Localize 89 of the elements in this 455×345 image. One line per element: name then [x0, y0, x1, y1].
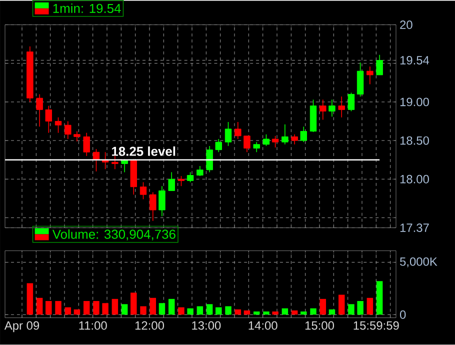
bar [178, 307, 184, 315]
x-tick-label: 12:00 [135, 321, 164, 330]
bar [206, 304, 213, 315]
candlestick [376, 54, 383, 76]
candlestick [338, 96, 345, 118]
bar [168, 299, 175, 315]
chart-title: Volume: 330,904,736 [52, 229, 176, 240]
bar [282, 308, 288, 315]
y-tick-label: 19.00 [400, 98, 429, 106]
bar [253, 312, 260, 315]
bar [300, 312, 307, 315]
x-tick-label: Apr 09 [4, 321, 40, 332]
bar [93, 301, 100, 315]
candlestick [272, 136, 279, 148]
x-tick-label: 15:00 [305, 321, 334, 330]
bar [55, 301, 62, 315]
bar [310, 308, 316, 315]
bar [234, 310, 242, 315]
y-tick-label: 20 [400, 20, 412, 30]
bar [338, 294, 345, 315]
bar [26, 283, 34, 315]
bar [196, 306, 204, 315]
bar [357, 301, 364, 315]
candlestick [234, 122, 242, 140]
bar [74, 310, 80, 315]
bar [102, 303, 108, 315]
bar [83, 301, 90, 315]
candlestick [112, 156, 118, 170]
candlestick [196, 166, 204, 177]
y-tick-label: 18.50 [400, 136, 429, 145]
candlestick [64, 120, 72, 140]
bar [328, 310, 336, 315]
candlestick [83, 132, 90, 156]
candlestick [224, 122, 232, 146]
ref-line-label: 18.25 level [112, 146, 176, 156]
candlestick [45, 106, 52, 134]
x-tick-label: 11:00 [79, 321, 107, 330]
y-tick-label: 17.37 [400, 224, 429, 232]
chart-title: 1min: 19.54 [53, 4, 121, 14]
bar [150, 298, 156, 315]
bar [64, 307, 72, 315]
bar [366, 298, 374, 315]
bar [36, 298, 43, 315]
bar [187, 308, 194, 315]
x-tick-label: 13:00 [192, 321, 221, 330]
bar [320, 299, 326, 315]
bar [225, 306, 232, 315]
y-tick-label: 0 [400, 310, 406, 319]
bar [291, 310, 298, 315]
y-tick-label: 18.00 [400, 175, 429, 184]
candlestick [291, 134, 298, 145]
y-tick-label: 19.54 [400, 56, 430, 65]
candlestick [366, 66, 374, 85]
candlestick [244, 136, 250, 153]
candlestick [168, 172, 175, 192]
bar [130, 292, 137, 315]
bar [348, 304, 354, 315]
candlestick [300, 126, 308, 143]
candlestick [178, 176, 185, 187]
bar [263, 312, 270, 315]
bar [272, 312, 278, 315]
bar [46, 301, 52, 315]
bar [158, 303, 166, 315]
bar [216, 307, 222, 315]
candlestick [282, 124, 288, 145]
bar [376, 281, 383, 315]
x-tick-label: 14:00 [248, 321, 278, 330]
candlestick [74, 130, 80, 142]
candlestick [158, 186, 166, 217]
candlestick [262, 134, 270, 146]
candlestick [253, 142, 260, 153]
bar [244, 310, 250, 315]
candlestick [186, 172, 194, 183]
candlestick [140, 182, 147, 200]
bar [121, 304, 128, 315]
y-tick-label: 5,000K [400, 257, 438, 268]
candlestick [36, 94, 43, 128]
candlestick [206, 146, 213, 173]
candlestick [215, 138, 222, 153]
bar [112, 299, 118, 315]
candlestick [356, 62, 364, 98]
candlestick [150, 192, 156, 222]
candlestick [121, 158, 128, 173]
candlestick [348, 92, 355, 112]
bar [140, 306, 146, 315]
candlestick [320, 99, 326, 120]
candlestick [54, 117, 62, 134]
x-tick-label: 15:59:59 [354, 321, 399, 330]
candlestick [328, 99, 336, 118]
